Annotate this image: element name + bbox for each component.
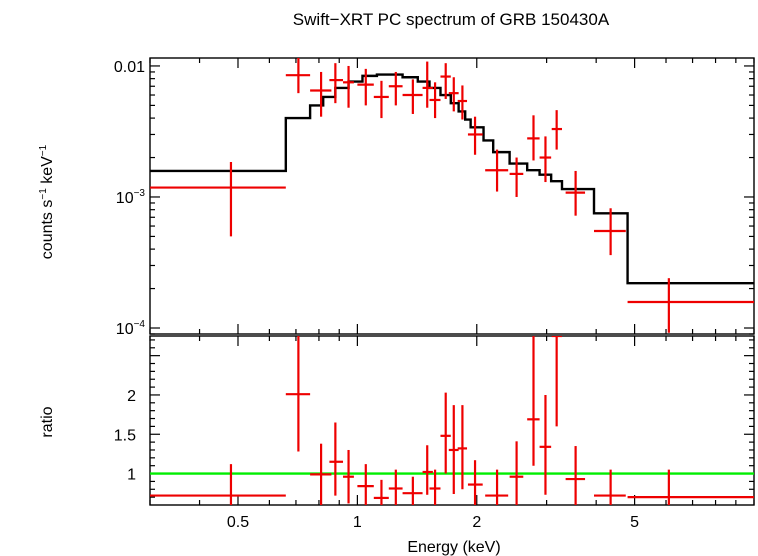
model-step-line	[150, 73, 754, 285]
ylabel-part-kev: keV	[39, 156, 56, 188]
bottom-y-tick-label: 1.5	[114, 427, 136, 444]
top-y-axis-label: counts s−1 keV−1	[38, 144, 56, 259]
ylabel-exp-2: −1	[38, 144, 49, 156]
x-tick-label: 0.5	[227, 514, 249, 531]
ylabel-part-counts: counts s	[39, 200, 56, 260]
top-y-tick-label: 10−3	[116, 188, 146, 207]
x-axis-label: Energy (keV)	[407, 539, 500, 556]
x-tick-label: 5	[630, 514, 639, 531]
spectrum-panel: 0.01 10−3 10−4	[114, 57, 755, 338]
ylabel-exp-1: −1	[38, 188, 49, 200]
bottom-y-tick-label: 2	[127, 388, 136, 405]
chart-title: Swift−XRT PC spectrum of GRB 150430A	[293, 10, 610, 29]
bottom-data-layer	[150, 336, 754, 505]
top-data-layer	[150, 58, 754, 333]
bottom-y-axis-label: ratio	[39, 406, 56, 437]
bottom-y-tick-label: 1	[127, 467, 136, 484]
x-tick-label: 2	[472, 514, 481, 531]
top-y-tick-label: 10−4	[116, 319, 146, 338]
top-y-tick-label: 0.01	[114, 59, 145, 76]
top-plot-frame	[149, 57, 755, 335]
x-tick-label: 1	[353, 514, 362, 531]
bottom-plot-frame	[149, 335, 755, 506]
ratio-panel: 0.5 1 2 5 1 1.5 2	[114, 335, 755, 531]
